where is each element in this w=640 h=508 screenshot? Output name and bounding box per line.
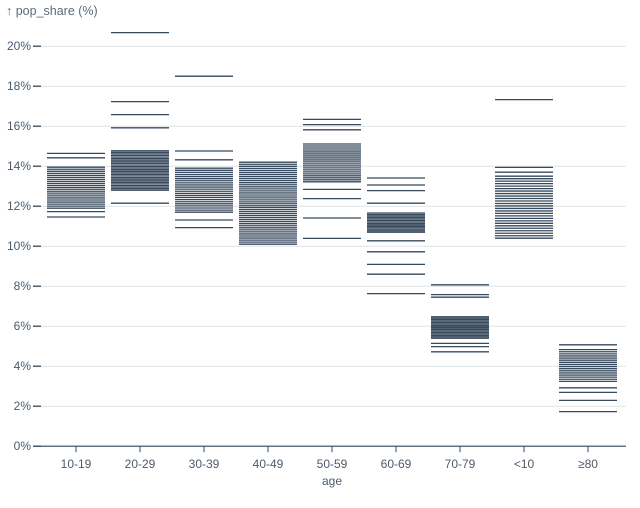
svg-text:0%: 0% (14, 439, 32, 453)
svg-text:30-39: 30-39 (189, 457, 220, 471)
svg-text:18%: 18% (7, 79, 31, 93)
svg-text:60-69: 60-69 (381, 457, 412, 471)
svg-text:50-59: 50-59 (317, 457, 348, 471)
svg-text:≥80: ≥80 (578, 457, 598, 471)
svg-text:age: age (322, 474, 342, 488)
svg-text:12%: 12% (7, 199, 31, 213)
svg-text:10%: 10% (7, 239, 31, 253)
svg-text:20%: 20% (7, 39, 31, 53)
svg-text:6%: 6% (14, 319, 32, 333)
svg-text:<10: <10 (514, 457, 535, 471)
svg-text:8%: 8% (14, 279, 32, 293)
svg-text:20-29: 20-29 (125, 457, 156, 471)
svg-text:4%: 4% (14, 359, 32, 373)
svg-text:16%: 16% (7, 119, 31, 133)
svg-text:70-79: 70-79 (445, 457, 476, 471)
svg-text:2%: 2% (14, 399, 32, 413)
svg-text:14%: 14% (7, 159, 31, 173)
svg-text:10-19: 10-19 (61, 457, 92, 471)
svg-text:40-49: 40-49 (253, 457, 284, 471)
